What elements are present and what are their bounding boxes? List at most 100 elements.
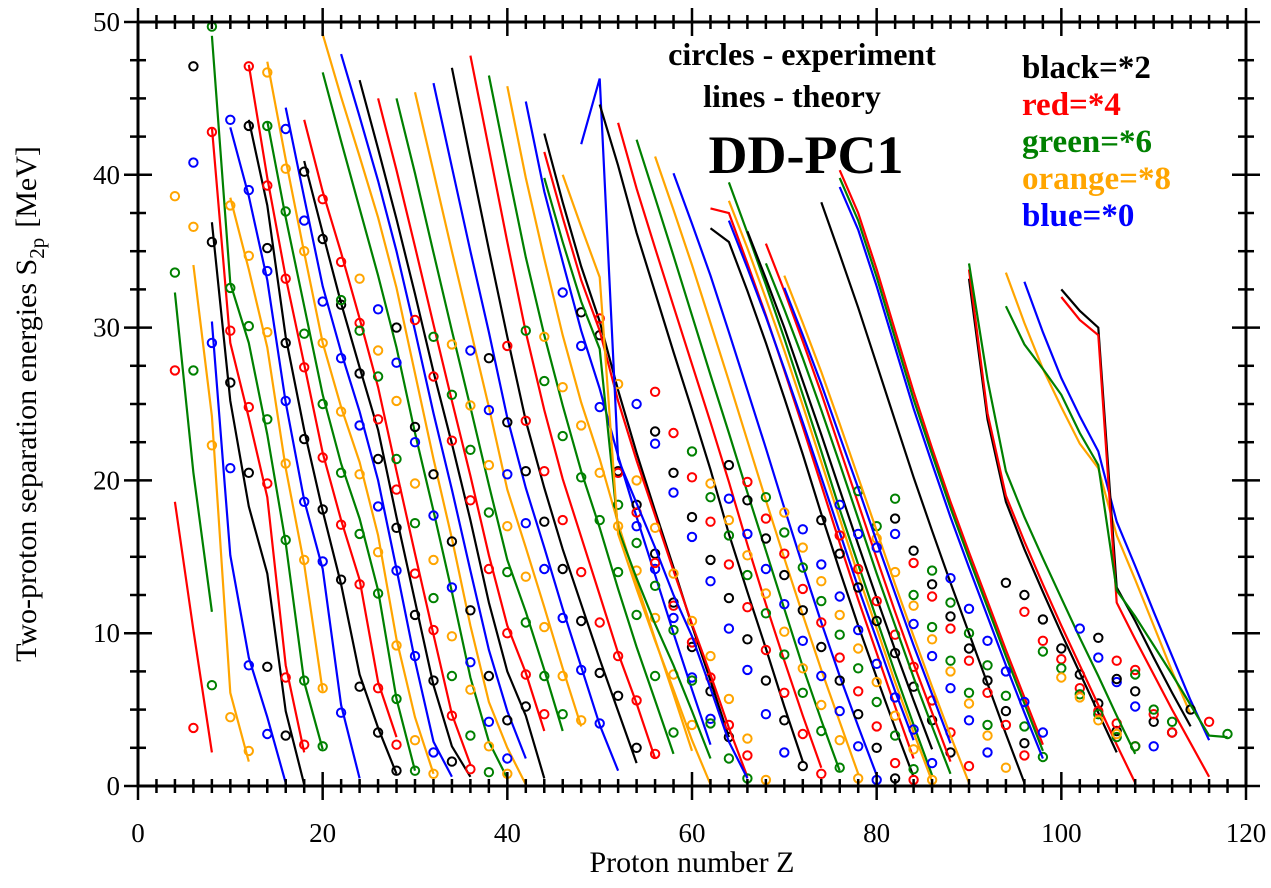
experiment-point <box>982 687 993 698</box>
experiment-point <box>1093 715 1104 726</box>
experiment-point <box>169 365 181 376</box>
experiment-point <box>299 215 310 226</box>
experiment-point <box>354 528 365 540</box>
experiment-point <box>723 592 735 604</box>
experiment-point <box>705 650 716 662</box>
series-14 <box>280 107 453 778</box>
theory-line <box>358 79 546 779</box>
theory-line <box>377 98 546 732</box>
experiment-point <box>409 765 421 776</box>
experiment-point <box>372 588 384 599</box>
experiment-point <box>391 765 402 776</box>
experiment-point <box>465 730 476 741</box>
experiment-point <box>742 750 753 761</box>
experiment-point <box>317 398 328 410</box>
experiment-point <box>816 768 827 779</box>
experiment-point <box>1056 654 1067 665</box>
experiment-point <box>335 707 347 718</box>
experiment-point <box>465 764 476 775</box>
experiment-point <box>262 242 273 254</box>
experiment-point <box>225 463 236 474</box>
experiment-point <box>963 603 975 614</box>
experiment-point <box>834 629 845 640</box>
experiment-point <box>797 583 808 595</box>
x-tick-label: 0 <box>131 818 145 848</box>
experiment-point <box>742 528 753 540</box>
experiment-point <box>760 513 772 524</box>
series-54 <box>967 278 1122 753</box>
experiment-point <box>280 337 291 349</box>
experiment-point <box>853 528 864 540</box>
theory-line <box>838 177 1044 752</box>
theory-line <box>838 169 1044 746</box>
experiment-point <box>502 340 513 352</box>
experiment-point <box>1037 614 1049 625</box>
experiment-point <box>299 739 310 750</box>
series-22 <box>395 98 568 732</box>
theory-line <box>561 174 712 785</box>
experiment-point <box>483 741 495 752</box>
experiment-point <box>225 200 236 211</box>
experiment-point <box>889 647 901 659</box>
series-8 <box>225 197 328 694</box>
experiment-point <box>317 194 328 205</box>
experiment-point <box>391 565 402 576</box>
theory-line <box>635 139 841 772</box>
y-axis-title-subscript: 2p <box>25 238 49 259</box>
experiment-point <box>779 747 790 758</box>
annotation-theory: lines - theory <box>703 78 881 114</box>
theory-line <box>672 172 878 776</box>
experiment-point <box>742 733 753 744</box>
x-tick-label: 40 <box>494 818 521 848</box>
y-tick-label: 10 <box>93 618 120 648</box>
experiment-point <box>871 742 882 753</box>
theory-line <box>967 269 1137 784</box>
experiment-point <box>317 233 328 245</box>
experiment-point <box>853 582 864 593</box>
series-4 <box>188 157 287 784</box>
series-58 <box>1023 281 1211 752</box>
legend-entry: red=*4 <box>1022 87 1121 123</box>
theory-line <box>967 263 1137 755</box>
experiment-point <box>760 533 772 544</box>
experiment-point <box>299 166 310 177</box>
experiment-point <box>797 760 808 772</box>
experiment-point <box>409 437 421 448</box>
experiment-point <box>723 493 735 504</box>
experiment-point <box>871 595 882 607</box>
x-tick-label: 120 <box>1226 818 1267 848</box>
experiment-point <box>409 568 421 579</box>
experiment-point <box>391 484 402 495</box>
experiment-point <box>372 453 384 465</box>
experiment-point <box>963 655 975 666</box>
experiment-point <box>834 652 845 663</box>
series-35 <box>598 104 808 772</box>
experiment-point <box>557 382 568 393</box>
experiment-point <box>483 563 495 575</box>
experiment-point <box>372 414 384 425</box>
experiment-point <box>889 730 901 741</box>
experiment-point <box>465 684 476 695</box>
experiment-point <box>649 563 661 575</box>
experiment-point <box>908 764 919 775</box>
series-9 <box>225 114 361 779</box>
series-27 <box>487 75 679 755</box>
experiment-point <box>686 615 698 627</box>
experiment-point <box>594 718 605 729</box>
experiment-point <box>428 747 439 758</box>
experiment-point <box>335 299 347 310</box>
series-17 <box>321 72 509 779</box>
experiment-point <box>649 580 661 591</box>
experiment-point <box>428 675 439 686</box>
experiment-point <box>225 325 236 336</box>
experiment-point <box>723 719 735 731</box>
experiment-point <box>502 417 513 428</box>
series-7 <box>206 21 328 752</box>
experiment-point <box>428 624 439 636</box>
series-12 <box>262 120 421 776</box>
experiment-point <box>945 655 956 666</box>
experiment-point <box>760 588 772 599</box>
experiment-point <box>335 353 347 364</box>
theory-line <box>727 200 934 782</box>
experiment-point <box>576 420 587 431</box>
